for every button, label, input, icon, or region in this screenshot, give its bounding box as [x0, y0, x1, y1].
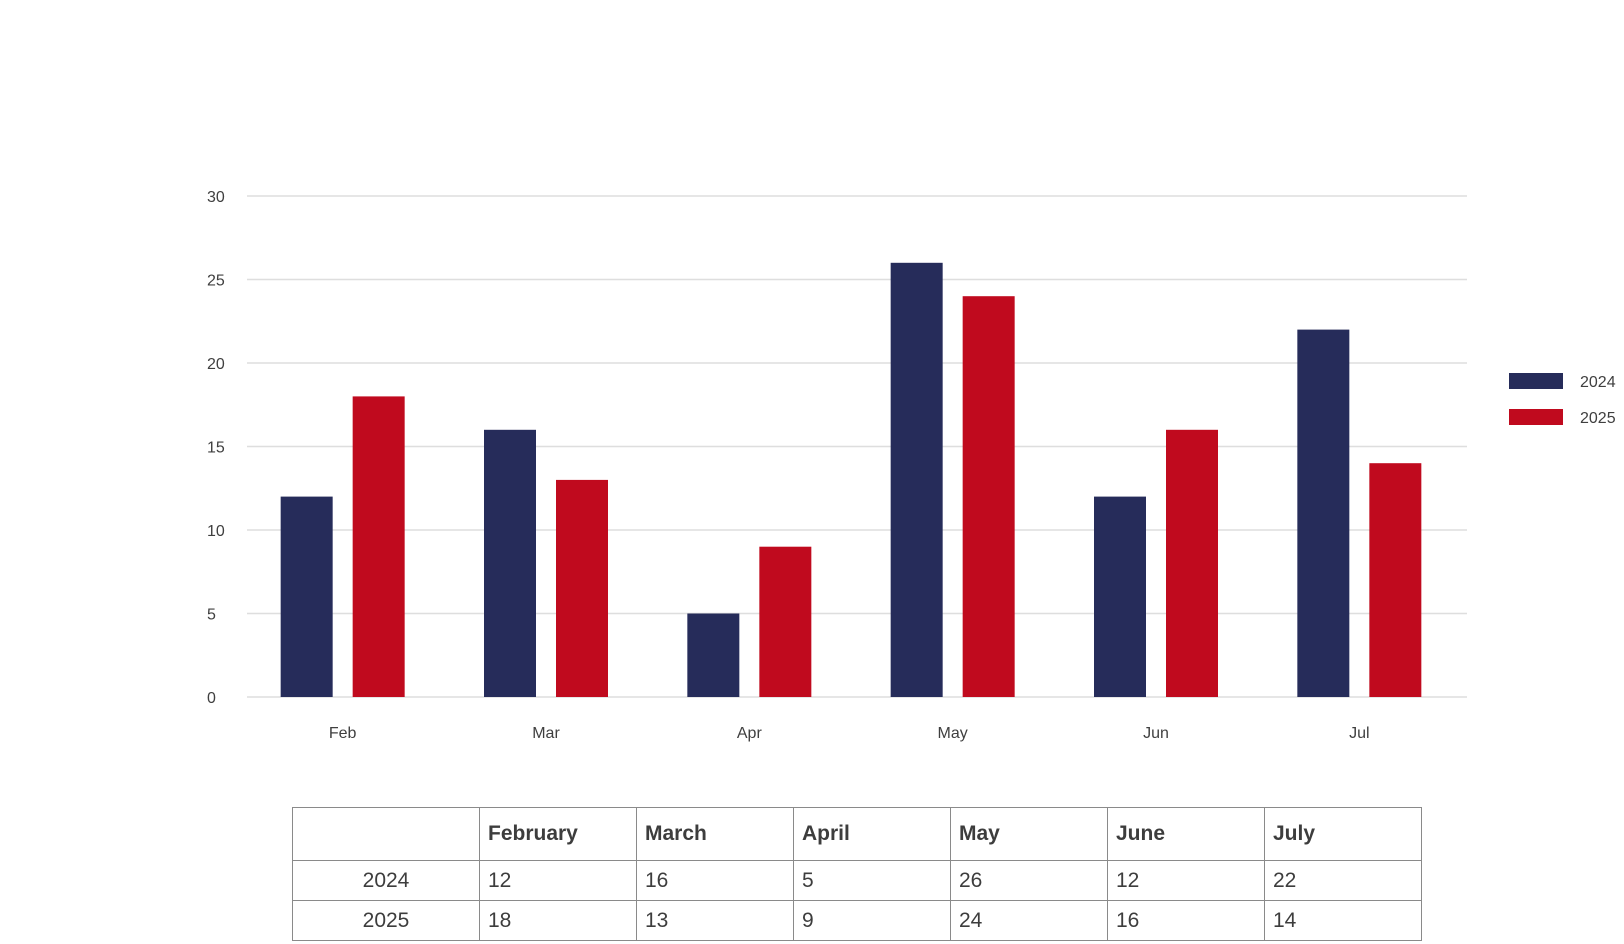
table-cell: 5 [793, 860, 951, 901]
y-tick-label: 30 [207, 189, 225, 206]
x-category-label: Feb [329, 725, 357, 742]
y-tick-label: 15 [207, 440, 225, 457]
table-cell: 12 [479, 860, 637, 901]
table-cell: 16 [636, 860, 794, 901]
x-axis-categories: Feb Mar Apr May Jun Jul [329, 725, 1370, 742]
y-axis-ticks: 0 5 10 15 20 25 30 [207, 189, 225, 707]
bar-2025-jun [1166, 429, 1218, 697]
table-header-cell [292, 807, 480, 861]
table-row-label: 2024 [292, 860, 480, 901]
bar-2024-feb [280, 496, 333, 697]
y-tick-label: 25 [207, 273, 225, 290]
x-category-label: May [938, 725, 968, 742]
table-cell: 9 [793, 900, 951, 941]
table-cell: 16 [1107, 900, 1265, 941]
legend-swatch [1509, 409, 1563, 425]
table-cell: 24 [950, 900, 1108, 941]
table-row: 2024 12 16 5 26 12 22 [292, 860, 1422, 901]
x-category-label: Apr [737, 725, 763, 742]
bar-2024-jun [1094, 496, 1146, 697]
table-row: 2025 18 13 9 24 16 14 [292, 900, 1422, 941]
y-tick-label: 0 [207, 690, 216, 707]
x-category-label: Jul [1349, 725, 1369, 742]
data-table: February March April May June July 2024 … [292, 807, 1422, 941]
table-header-cell: April [793, 807, 951, 861]
legend-label: 2025 [1580, 410, 1616, 427]
bar-2025-feb [352, 396, 405, 697]
table-row-label: 2025 [292, 900, 480, 941]
table-header-row: February March April May June July [292, 807, 1422, 861]
bar-2024-jul [1297, 329, 1350, 697]
bar-2024-apr [687, 613, 740, 697]
table-cell: 12 [1107, 860, 1265, 901]
x-category-label: Mar [532, 725, 560, 742]
table-cell: 22 [1264, 860, 1422, 901]
bar-2024-mar [484, 429, 536, 697]
table-cell: 14 [1264, 900, 1422, 941]
bar-2025-jul [1369, 463, 1422, 697]
y-tick-label: 10 [207, 523, 225, 540]
table-header-cell: June [1107, 807, 1265, 861]
bar-2025-apr [759, 546, 812, 697]
gridlines [247, 195, 1467, 698]
x-category-label: Jun [1143, 725, 1169, 742]
legend-label: 2024 [1580, 374, 1616, 391]
bar-2024-may [890, 262, 943, 697]
y-tick-label: 5 [207, 607, 216, 624]
table-header-cell: March [636, 807, 794, 861]
y-tick-label: 20 [207, 356, 225, 373]
table-header-cell: May [950, 807, 1108, 861]
table-header-cell: July [1264, 807, 1422, 861]
bar-2025-mar [556, 479, 608, 697]
table-cell: 26 [950, 860, 1108, 901]
table-cell: 18 [479, 900, 637, 941]
table-cell: 13 [636, 900, 794, 941]
bar-2025-may [962, 296, 1015, 697]
bars [280, 262, 1422, 697]
legend: 2024 2025 [1509, 373, 1616, 427]
table-header-cell: February [479, 807, 637, 861]
legend-swatch [1509, 373, 1563, 389]
